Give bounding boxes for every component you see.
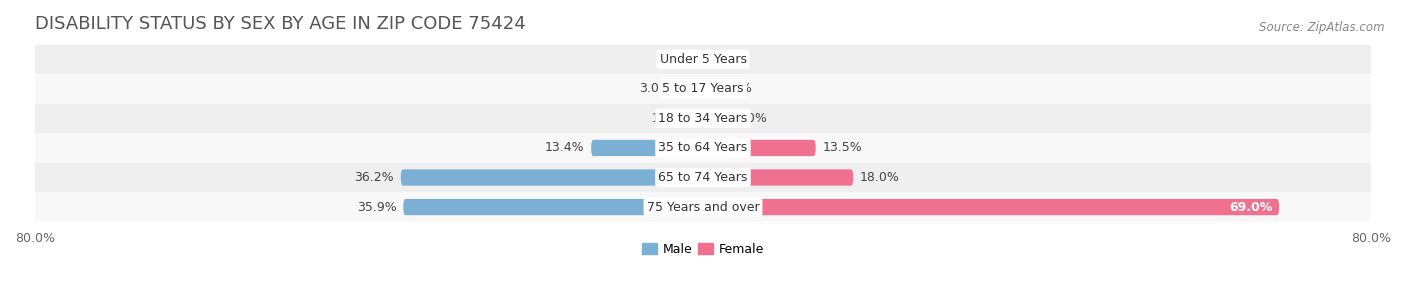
Text: 13.4%: 13.4% <box>544 142 585 154</box>
Bar <box>35 133 1371 163</box>
FancyBboxPatch shape <box>703 169 853 186</box>
Text: 69.0%: 69.0% <box>1229 201 1272 213</box>
FancyBboxPatch shape <box>703 140 815 156</box>
Text: 36.2%: 36.2% <box>354 171 394 184</box>
FancyBboxPatch shape <box>703 199 1279 215</box>
Text: 0.25%: 0.25% <box>711 82 752 95</box>
Text: 35 to 64 Years: 35 to 64 Years <box>658 142 748 154</box>
Text: 13.5%: 13.5% <box>823 142 862 154</box>
Legend: Male, Female: Male, Female <box>637 238 769 261</box>
Text: 18.0%: 18.0% <box>860 171 900 184</box>
FancyBboxPatch shape <box>689 110 703 127</box>
Bar <box>35 192 1371 222</box>
Text: 3.0%: 3.0% <box>735 112 766 125</box>
Text: 1.6%: 1.6% <box>651 112 683 125</box>
Text: 0.0%: 0.0% <box>669 53 702 66</box>
Text: Source: ZipAtlas.com: Source: ZipAtlas.com <box>1260 21 1385 34</box>
Bar <box>35 163 1371 192</box>
Text: DISABILITY STATUS BY SEX BY AGE IN ZIP CODE 75424: DISABILITY STATUS BY SEX BY AGE IN ZIP C… <box>35 15 526 33</box>
FancyBboxPatch shape <box>703 110 728 127</box>
Text: 18 to 34 Years: 18 to 34 Years <box>658 112 748 125</box>
FancyBboxPatch shape <box>678 81 703 97</box>
Bar <box>35 45 1371 74</box>
Text: Under 5 Years: Under 5 Years <box>659 53 747 66</box>
FancyBboxPatch shape <box>401 169 703 186</box>
Text: 3.0%: 3.0% <box>640 82 671 95</box>
Bar <box>35 104 1371 133</box>
Text: 0.0%: 0.0% <box>704 53 737 66</box>
Text: 35.9%: 35.9% <box>357 201 396 213</box>
Bar <box>35 74 1371 104</box>
Text: 75 Years and over: 75 Years and over <box>647 201 759 213</box>
FancyBboxPatch shape <box>703 81 704 97</box>
FancyBboxPatch shape <box>404 199 703 215</box>
Text: 5 to 17 Years: 5 to 17 Years <box>662 82 744 95</box>
Text: 65 to 74 Years: 65 to 74 Years <box>658 171 748 184</box>
FancyBboxPatch shape <box>591 140 703 156</box>
